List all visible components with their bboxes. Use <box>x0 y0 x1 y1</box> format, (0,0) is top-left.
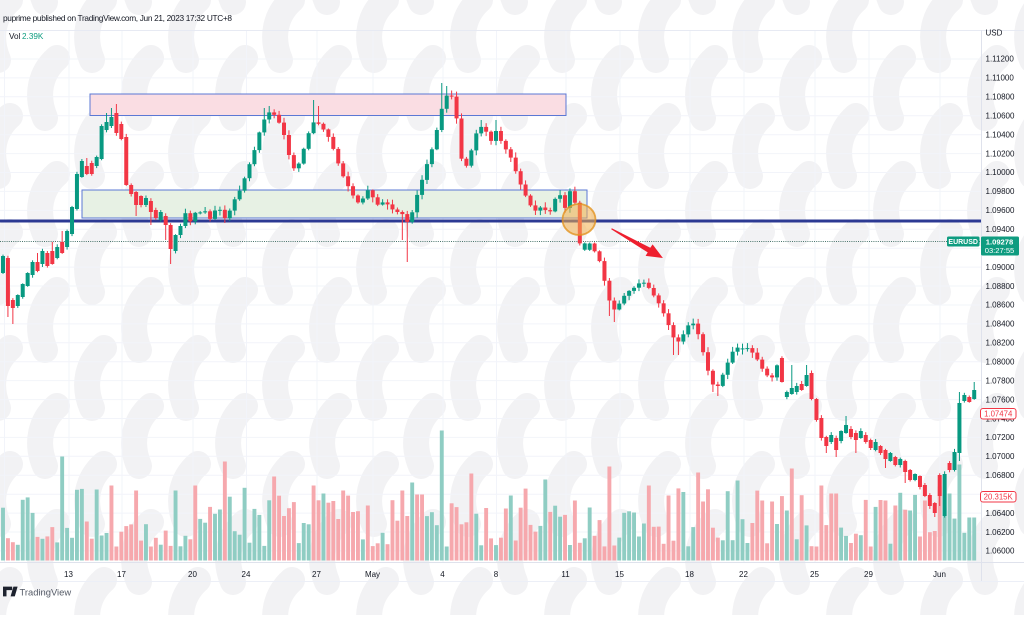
svg-text:15: 15 <box>615 570 624 579</box>
svg-text:20: 20 <box>188 570 197 579</box>
svg-text:11: 11 <box>561 570 570 579</box>
svg-text:1.09800: 1.09800 <box>986 187 1015 196</box>
svg-text:1.07000: 1.07000 <box>986 452 1015 461</box>
svg-text:25: 25 <box>810 570 819 579</box>
svg-text:13: 13 <box>64 570 73 579</box>
svg-text:USD: USD <box>986 29 1003 38</box>
svg-text:1.07600: 1.07600 <box>986 395 1015 404</box>
svg-text:puprime published on TradingVi: puprime published on TradingView.com, Ju… <box>3 13 232 23</box>
svg-text:29: 29 <box>864 570 873 579</box>
svg-text:Jun: Jun <box>933 570 946 579</box>
svg-text:1.07800: 1.07800 <box>986 376 1015 385</box>
svg-text:1.10200: 1.10200 <box>986 149 1015 158</box>
svg-text:24: 24 <box>242 570 251 579</box>
svg-text:EURUSD: EURUSD <box>948 239 978 246</box>
svg-text:1.08400: 1.08400 <box>986 320 1015 329</box>
svg-text:1.06200: 1.06200 <box>986 528 1015 537</box>
svg-text:1.10800: 1.10800 <box>986 93 1015 102</box>
svg-text:1.09000: 1.09000 <box>986 263 1015 272</box>
svg-text:03:27:55: 03:27:55 <box>985 246 1015 255</box>
svg-text:1.10000: 1.10000 <box>986 168 1015 177</box>
svg-text:20.315K: 20.315K <box>984 493 1014 502</box>
svg-text:1.08800: 1.08800 <box>986 282 1015 291</box>
svg-text:2.39K: 2.39K <box>22 32 44 41</box>
svg-text:1.11200: 1.11200 <box>986 55 1015 64</box>
svg-text:TradingView: TradingView <box>20 587 72 598</box>
svg-text:22: 22 <box>739 570 748 579</box>
svg-text:1.09400: 1.09400 <box>986 225 1015 234</box>
svg-text:4: 4 <box>440 570 445 579</box>
svg-text:1.09278: 1.09278 <box>986 237 1013 246</box>
svg-text:1.11000: 1.11000 <box>986 74 1015 83</box>
svg-text:8: 8 <box>494 570 499 579</box>
svg-text:1.08200: 1.08200 <box>986 339 1015 348</box>
svg-text:May: May <box>365 570 380 579</box>
svg-text:1.10600: 1.10600 <box>986 112 1015 121</box>
svg-text:1.07474: 1.07474 <box>984 410 1013 419</box>
svg-text:1.09600: 1.09600 <box>986 206 1015 215</box>
svg-text:17: 17 <box>117 570 126 579</box>
svg-text:1.08600: 1.08600 <box>986 301 1015 310</box>
svg-text:1.07200: 1.07200 <box>986 433 1015 442</box>
svg-text:27: 27 <box>312 570 321 579</box>
svg-text:18: 18 <box>685 570 694 579</box>
svg-text:Vol: Vol <box>9 32 21 41</box>
svg-text:1.06000: 1.06000 <box>986 547 1015 556</box>
svg-text:1.10400: 1.10400 <box>986 130 1015 139</box>
svg-text:1.06400: 1.06400 <box>986 509 1015 518</box>
svg-text:1.06800: 1.06800 <box>986 471 1015 480</box>
svg-text:1.08000: 1.08000 <box>986 358 1015 367</box>
